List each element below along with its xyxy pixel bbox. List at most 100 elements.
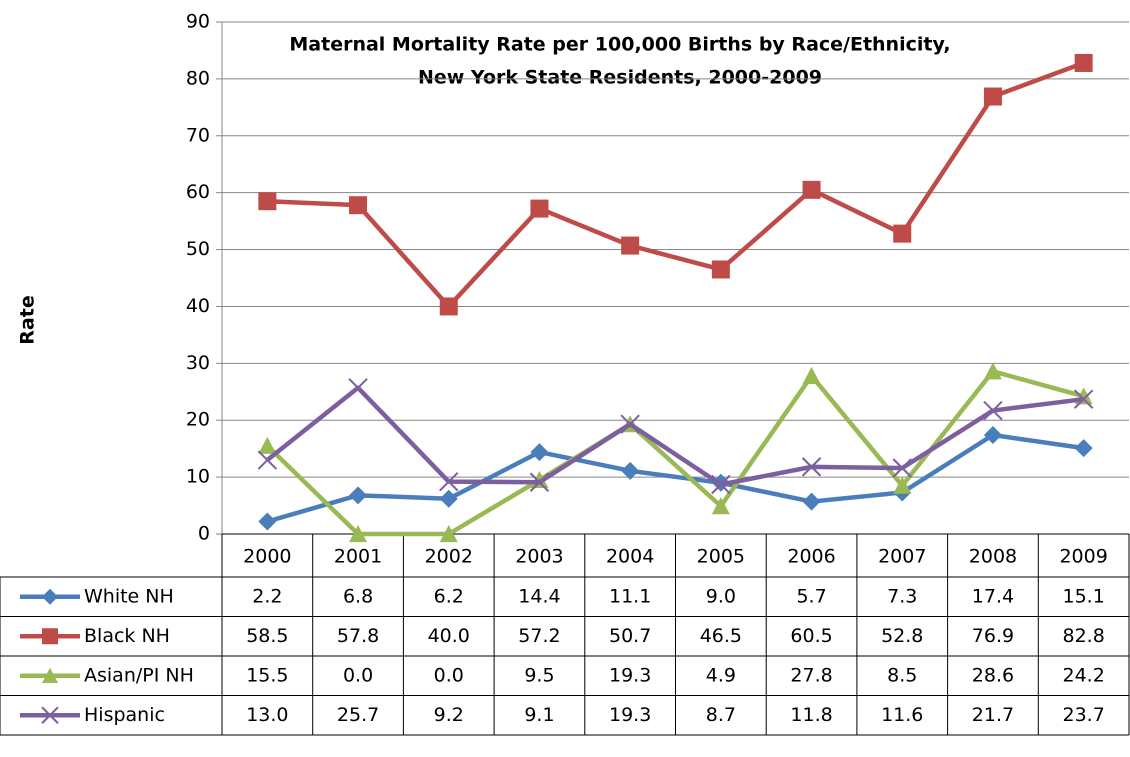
marker: [802, 180, 821, 199]
y-tick-label: 10: [186, 466, 210, 488]
marker: [530, 199, 549, 218]
marker: [42, 667, 58, 683]
table-cell: 40.0: [428, 625, 470, 647]
marker: [802, 492, 821, 511]
marker: [439, 471, 459, 492]
marker: [439, 297, 458, 316]
table-cell: 0.0: [343, 664, 373, 686]
y-tick-label: 40: [186, 295, 210, 317]
table-cell: 6.2: [434, 585, 464, 607]
x-tick-label: 2002: [425, 546, 473, 568]
series-line: [265, 385, 1084, 487]
x-tick-label: 2000: [243, 546, 291, 568]
series-line: [267, 60, 1085, 309]
table-cell: 15.1: [1062, 585, 1104, 607]
table-cell: 15.5: [246, 664, 288, 686]
marker: [1073, 389, 1094, 409]
y-tick-label: 90: [186, 11, 210, 33]
y-axis-label: Rate: [17, 295, 39, 344]
table-cell: 21.7: [972, 704, 1014, 726]
legend-label: White NH: [84, 585, 174, 607]
x-tick-label: 2001: [334, 546, 382, 568]
marker: [349, 525, 368, 543]
table-cell: 11.8: [790, 704, 832, 726]
marker: [257, 450, 278, 470]
marker: [349, 486, 368, 505]
table-cell: 4.9: [706, 664, 736, 686]
marker: [529, 472, 550, 492]
series-line: [266, 432, 1084, 524]
table-cell: 13.0: [246, 704, 288, 726]
x-tick-label: 2003: [515, 546, 563, 568]
table-cell: 9.5: [524, 664, 554, 686]
x-tick-label: 2007: [878, 546, 926, 568]
marker: [621, 461, 640, 480]
table-cell: 23.7: [1062, 704, 1104, 726]
table-cell: 27.8: [790, 664, 832, 686]
marker: [892, 458, 912, 478]
table-cell: 5.7: [796, 585, 826, 607]
table-cell: 52.8: [881, 625, 923, 647]
legend-label: Black NH: [84, 625, 170, 647]
marker: [893, 476, 912, 494]
marker: [983, 400, 1003, 421]
table-cell: 8.5: [887, 664, 917, 686]
table-cell: 24.2: [1062, 664, 1104, 686]
marker: [711, 474, 731, 495]
table-cell: 17.4: [972, 585, 1014, 607]
table-cell: 9.1: [524, 704, 554, 726]
table-cell: 60.5: [790, 625, 832, 647]
table-cell: 2.2: [252, 585, 282, 607]
series-line: [265, 369, 1085, 537]
table-cell: 58.5: [246, 625, 288, 647]
marker: [983, 362, 1002, 380]
x-tick-label: 2005: [697, 546, 745, 568]
table-cell: 19.3: [609, 704, 651, 726]
legend-label: Asian/PI NH: [84, 664, 194, 686]
table-cell: 6.8: [343, 585, 373, 607]
marker: [439, 489, 458, 508]
marker: [621, 236, 640, 255]
marker: [258, 436, 277, 454]
marker: [42, 628, 58, 645]
marker: [258, 512, 277, 531]
table-cell: 82.8: [1062, 625, 1104, 647]
table-cell: 46.5: [700, 625, 742, 647]
marker: [439, 525, 458, 543]
marker: [530, 443, 549, 462]
marker: [983, 426, 1002, 445]
marker: [893, 224, 912, 243]
y-tick-label: 60: [186, 181, 210, 203]
table-cell: 11.1: [609, 585, 651, 607]
marker: [620, 414, 640, 434]
y-tick-label: 0: [198, 523, 210, 545]
marker: [1074, 53, 1093, 72]
table-cell: 7.3: [887, 585, 917, 607]
table-cell: 8.7: [706, 704, 736, 726]
table-cell: 19.3: [609, 664, 651, 686]
table-cell: 9.0: [706, 585, 736, 607]
marker: [801, 457, 822, 477]
chart-subtitle: New York State Residents, 2000-2009: [418, 67, 822, 89]
y-tick-label: 30: [186, 352, 210, 374]
legend-label: Hispanic: [84, 704, 165, 726]
marker: [349, 196, 368, 215]
x-tick-label: 2008: [969, 546, 1017, 568]
y-tick-label: 50: [186, 238, 210, 260]
table-cell: 14.4: [518, 585, 560, 607]
marker: [711, 497, 730, 515]
marker: [41, 706, 59, 724]
marker: [258, 192, 277, 211]
marker: [711, 260, 730, 279]
chart-title: Maternal Mortality Rate per 100,000 Birt…: [289, 34, 950, 56]
table-cell: 9.2: [434, 704, 464, 726]
y-tick-label: 20: [186, 409, 210, 431]
y-tick-label: 80: [186, 67, 210, 89]
marker: [983, 87, 1002, 106]
table-cell: 28.6: [972, 664, 1014, 686]
table-cell: 11.6: [881, 704, 923, 726]
marker: [802, 366, 821, 384]
y-tick-label: 70: [186, 124, 210, 146]
table-cell: 50.7: [609, 625, 651, 647]
